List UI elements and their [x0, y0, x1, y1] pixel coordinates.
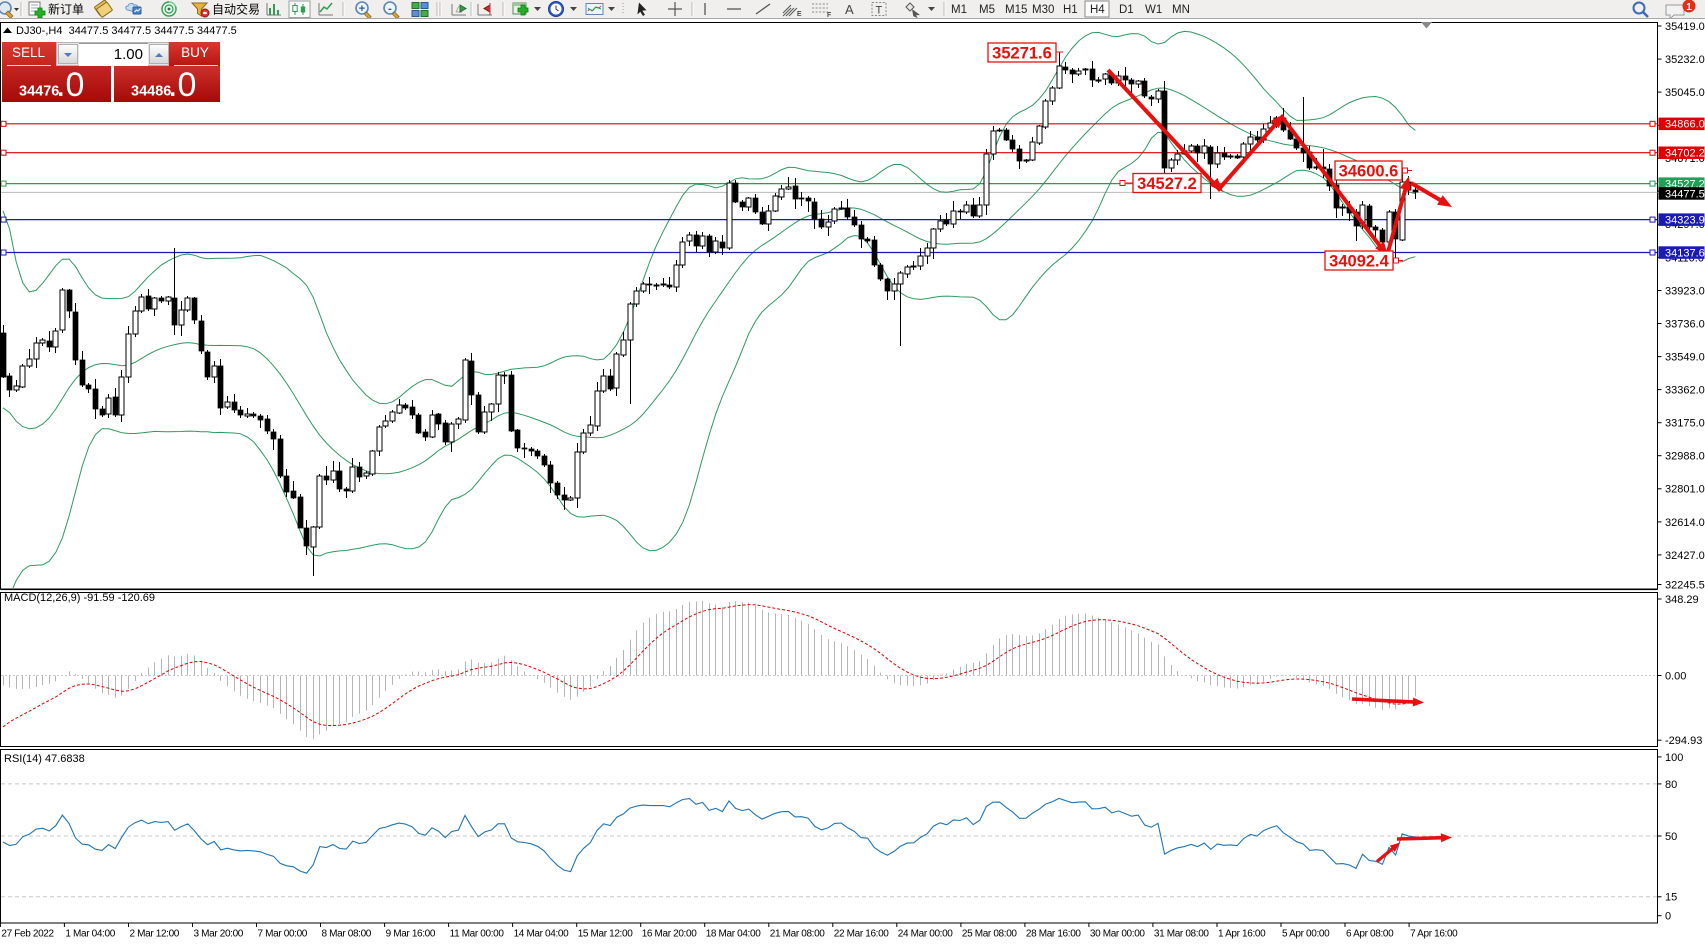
svg-text:1: 1 — [1686, 2, 1692, 13]
svg-text:32427.0: 32427.0 — [1665, 550, 1705, 562]
svg-text:15: 15 — [1665, 892, 1677, 904]
svg-text:35045.0: 35045.0 — [1665, 87, 1705, 99]
svg-text:34527.2: 34527.2 — [1137, 175, 1197, 193]
svg-text:W1: W1 — [1145, 4, 1162, 16]
svg-text:28 Mar 16:00: 28 Mar 16:00 — [1026, 929, 1082, 940]
svg-text:34477.5: 34477.5 — [1665, 188, 1705, 200]
svg-text:18 Mar 04:00: 18 Mar 04:00 — [706, 929, 762, 940]
svg-text:14 Mar 04:00: 14 Mar 04:00 — [514, 929, 570, 940]
svg-text:M15: M15 — [1005, 4, 1027, 16]
svg-text:新订单: 新订单 — [48, 2, 84, 17]
svg-text:34486: 34486 — [131, 84, 171, 100]
svg-text:80: 80 — [1665, 779, 1677, 791]
svg-text:33362.0: 33362.0 — [1665, 385, 1705, 397]
svg-text:34092.4: 34092.4 — [1329, 252, 1389, 270]
svg-text:8 Mar 08:00: 8 Mar 08:00 — [322, 929, 372, 940]
svg-text:DJ30-,H4 34477.5 34477.5 3447: DJ30-,H4 34477.5 34477.5 34477.5 34477.5 — [16, 25, 237, 37]
svg-text:35419.0: 35419.0 — [1665, 21, 1705, 33]
svg-text:24 Mar 00:00: 24 Mar 00:00 — [898, 929, 954, 940]
svg-text:0.00: 0.00 — [1665, 670, 1686, 682]
svg-text:7 Mar 00:00: 7 Mar 00:00 — [258, 929, 308, 940]
svg-text:+: + — [359, 3, 365, 15]
svg-text:9 Mar 16:00: 9 Mar 16:00 — [386, 929, 436, 940]
svg-text:34702.2: 34702.2 — [1665, 148, 1705, 160]
svg-text:33549.0: 33549.0 — [1665, 352, 1705, 364]
svg-text:11 Mar 00:00: 11 Mar 00:00 — [450, 929, 505, 940]
svg-text:34137.6: 34137.6 — [1665, 247, 1705, 259]
svg-text:5 Apr 00:00: 5 Apr 00:00 — [1282, 929, 1330, 940]
svg-text:50: 50 — [1665, 831, 1677, 843]
svg-text:15 Mar 12:00: 15 Mar 12:00 — [578, 929, 634, 940]
svg-text:T: T — [876, 5, 883, 17]
svg-text:H1: H1 — [1063, 4, 1078, 16]
svg-text:30 Mar 00:00: 30 Mar 00:00 — [1090, 929, 1146, 940]
svg-text:2 Mar 12:00: 2 Mar 12:00 — [130, 929, 180, 940]
svg-text:M1: M1 — [951, 4, 967, 16]
svg-text:31 Mar 08:00: 31 Mar 08:00 — [1154, 929, 1210, 940]
svg-text:25 Mar 08:00: 25 Mar 08:00 — [962, 929, 1018, 940]
svg-text:7 Apr 16:00: 7 Apr 16:00 — [1410, 929, 1458, 940]
svg-text:F: F — [827, 12, 831, 18]
svg-text:32988.0: 32988.0 — [1665, 451, 1705, 463]
svg-text:27 Feb 2022: 27 Feb 2022 — [1, 929, 54, 940]
svg-text:34476: 34476 — [19, 84, 59, 100]
svg-text:RSI(14) 47.6838: RSI(14) 47.6838 — [4, 753, 85, 765]
svg-text:H4: H4 — [1090, 4, 1105, 16]
svg-text:MN: MN — [1172, 4, 1190, 16]
svg-text:34323.9: 34323.9 — [1665, 215, 1705, 227]
svg-text:100: 100 — [1665, 752, 1683, 764]
svg-text:1 Mar 04:00: 1 Mar 04:00 — [65, 929, 115, 940]
svg-text:16 Mar 20:00: 16 Mar 20:00 — [642, 929, 698, 940]
svg-text:E: E — [797, 11, 802, 18]
svg-text:21 Mar 08:00: 21 Mar 08:00 — [770, 929, 826, 940]
svg-text:348.29: 348.29 — [1665, 594, 1699, 606]
svg-text:34600.6: 34600.6 — [1339, 162, 1399, 180]
svg-text:34866.0: 34866.0 — [1665, 119, 1705, 131]
svg-text:32801.0: 32801.0 — [1665, 484, 1705, 496]
svg-text:35271.6: 35271.6 — [992, 44, 1052, 62]
svg-text:3 Mar 20:00: 3 Mar 20:00 — [194, 929, 244, 940]
svg-text:33923.0: 33923.0 — [1665, 285, 1705, 297]
svg-text:35232.0: 35232.0 — [1665, 54, 1705, 66]
svg-text:M5: M5 — [979, 4, 995, 16]
svg-text:0: 0 — [1665, 911, 1671, 923]
svg-text:33175.0: 33175.0 — [1665, 418, 1705, 430]
svg-text:D1: D1 — [1119, 4, 1134, 16]
svg-text:自动交易: 自动交易 — [212, 2, 260, 17]
svg-text:32245.5: 32245.5 — [1665, 579, 1705, 591]
svg-text:6 Apr 08:00: 6 Apr 08:00 — [1346, 929, 1394, 940]
svg-text:-: - — [388, 3, 392, 15]
svg-text:.0: .0 — [168, 66, 196, 102]
svg-text:-294.93: -294.93 — [1665, 735, 1702, 747]
svg-text:33736.0: 33736.0 — [1665, 318, 1705, 330]
svg-text:32614.0: 32614.0 — [1665, 517, 1705, 529]
svg-text:.0: .0 — [56, 66, 84, 102]
svg-text:M30: M30 — [1032, 4, 1054, 16]
svg-text:A: A — [845, 2, 854, 17]
svg-text:22 Mar 16:00: 22 Mar 16:00 — [834, 929, 890, 940]
svg-text:1 Apr 16:00: 1 Apr 16:00 — [1218, 929, 1266, 940]
svg-text:MACD(12,26,9) -91.59 -120.69: MACD(12,26,9) -91.59 -120.69 — [4, 592, 155, 604]
